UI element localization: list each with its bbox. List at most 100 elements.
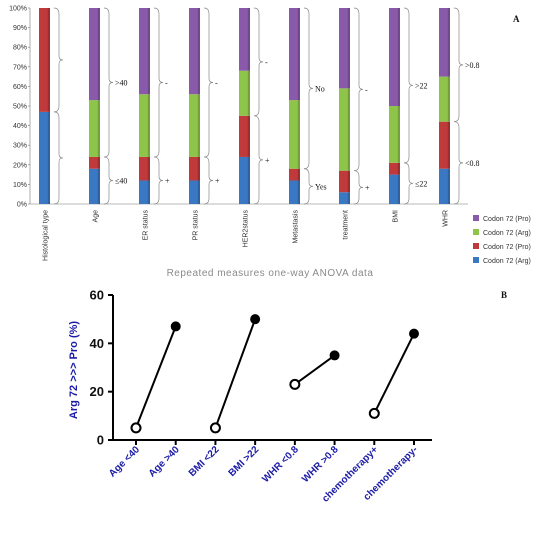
filled-point bbox=[250, 314, 261, 325]
bar-segment-shade bbox=[397, 8, 400, 106]
y-tick-label: 70% bbox=[13, 64, 27, 71]
bar-segment bbox=[289, 180, 300, 204]
bar-segment bbox=[339, 192, 350, 204]
open-point bbox=[368, 407, 380, 419]
y-tick-label: 50% bbox=[13, 104, 27, 111]
bar-segment bbox=[389, 106, 400, 163]
panel-b-category-labels: Age <40 Age >40 BMI <22 BMI >22 WHR <0.8 WHR … bbox=[107, 444, 420, 505]
legend-swatch bbox=[473, 243, 479, 249]
filled-point bbox=[409, 328, 419, 339]
panel-b-axis: 0 20 40 60 bbox=[90, 288, 432, 448]
bar-segment-shade bbox=[97, 156, 100, 169]
panel-a-bars bbox=[39, 8, 450, 204]
bar-segment-shade bbox=[147, 94, 150, 157]
bar-segment-shade bbox=[397, 162, 400, 175]
bar-segment bbox=[389, 8, 400, 106]
bar-segment bbox=[339, 170, 350, 193]
panel-a-legend: Codon 72 (Pro) Codon 72 (Arg) Codon 72 (Pr… bbox=[473, 215, 531, 265]
bar-segment bbox=[439, 76, 450, 122]
upper-group-label: >0.8 bbox=[465, 61, 480, 70]
bar-segment-shade bbox=[47, 8, 50, 112]
bracket bbox=[353, 170, 364, 205]
bar-segment-shade bbox=[397, 106, 400, 163]
lower-group-label: <0.8 bbox=[465, 159, 480, 168]
bracket bbox=[253, 7, 264, 117]
bar-segment bbox=[439, 168, 450, 204]
y-tick-label: 20% bbox=[13, 162, 27, 169]
legend-swatch bbox=[473, 257, 479, 263]
category-label: Age >40 bbox=[147, 444, 182, 479]
bar-segment bbox=[89, 156, 100, 169]
bar-segment bbox=[89, 100, 100, 157]
bar-segment bbox=[139, 156, 150, 181]
upper-group-label: - bbox=[265, 58, 268, 67]
category-label: ER status bbox=[143, 210, 150, 241]
lower-group-label: Yes bbox=[315, 182, 327, 191]
category-label: PR status bbox=[193, 210, 200, 241]
bar-segment bbox=[289, 8, 300, 101]
bar-segment-shade bbox=[347, 88, 350, 171]
bracket bbox=[253, 115, 264, 205]
category-label: WHR >0.8 bbox=[300, 444, 341, 485]
panel-a-annotations: >40 ≤40 - + - + - + No Yes - + >22 ≤22 >0.8 <0.8 bbox=[53, 7, 480, 205]
bracket bbox=[353, 7, 364, 172]
bracket bbox=[403, 162, 414, 205]
bar-segment bbox=[139, 94, 150, 157]
category-label: Metastasis bbox=[293, 210, 300, 244]
legend-swatch bbox=[473, 229, 479, 235]
upper-group-label: - bbox=[365, 85, 368, 94]
category-label: WHR bbox=[443, 210, 450, 227]
y-tick-label: 10% bbox=[13, 182, 27, 189]
upper-group-label: No bbox=[315, 84, 325, 93]
lower-group-label: + bbox=[165, 176, 170, 185]
legend-swatch bbox=[473, 215, 479, 221]
bar-segment-shade bbox=[147, 8, 150, 95]
y-tick-label: 90% bbox=[13, 25, 27, 32]
panel-a-category-labels: Histological type Age ER status PR status HE… bbox=[43, 210, 450, 261]
bar-segment-shade bbox=[247, 115, 250, 157]
bracket bbox=[153, 7, 164, 158]
lower-group-label: ≤40 bbox=[115, 176, 127, 185]
pair-line bbox=[135, 326, 177, 429]
bar-segment-shade bbox=[447, 121, 450, 169]
bar-segment-shade bbox=[297, 8, 300, 101]
bar-segment-shade bbox=[97, 168, 100, 204]
category-label: Age <40 bbox=[107, 444, 142, 479]
bar-segment-shade bbox=[297, 100, 300, 169]
y-tick-label: 100% bbox=[9, 6, 27, 13]
filled-point bbox=[329, 350, 340, 361]
bracket bbox=[453, 7, 464, 123]
pair-line bbox=[373, 333, 415, 414]
bracket bbox=[53, 7, 64, 113]
bar-segment-shade bbox=[397, 174, 400, 204]
category-label: Age bbox=[93, 210, 100, 223]
bar-segment-shade bbox=[347, 192, 350, 204]
bar-segment bbox=[139, 180, 150, 204]
panel-b-y-axis-label: Arg 72 >>> Pro (%) bbox=[68, 321, 80, 419]
lower-group-label: + bbox=[265, 156, 270, 165]
bar-segment bbox=[39, 111, 50, 204]
legend-label: Codon 72 (Arg) bbox=[483, 230, 531, 237]
category-label: BMI bbox=[393, 210, 400, 223]
bar-segment bbox=[189, 156, 200, 181]
y-tick-label: 20 bbox=[90, 384, 104, 399]
y-tick-label: 30% bbox=[13, 143, 27, 150]
y-tick-label: 0 bbox=[97, 433, 104, 448]
category-label: WHR <0.8 bbox=[260, 444, 301, 485]
y-tick-label: 80% bbox=[13, 45, 27, 52]
lower-group-label: ≤22 bbox=[415, 179, 427, 188]
bar-segment bbox=[189, 8, 200, 95]
bar-segment-shade bbox=[447, 8, 450, 77]
bar-segment-shade bbox=[197, 8, 200, 95]
bar-segment bbox=[189, 180, 200, 204]
y-tick-label: 60% bbox=[13, 84, 27, 91]
bar-segment-shade bbox=[147, 156, 150, 181]
category-label: treatment bbox=[343, 210, 350, 240]
open-point bbox=[209, 422, 221, 434]
bracket bbox=[453, 121, 464, 205]
pair-line bbox=[214, 318, 257, 429]
bar-segment bbox=[239, 156, 250, 204]
bar-segment-shade bbox=[197, 180, 200, 204]
bar-segment bbox=[189, 94, 200, 157]
